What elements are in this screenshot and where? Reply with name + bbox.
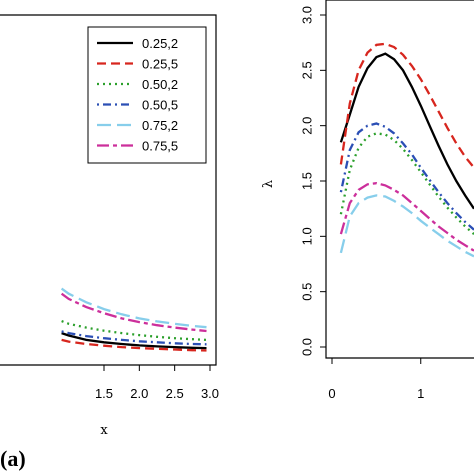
- series-line-left-0: [61, 332, 207, 350]
- series-group-right: [339, 42, 474, 258]
- series-line-right-0: [339, 52, 474, 210]
- y-axis-label-right: λ: [261, 180, 276, 188]
- series-line-right-5: [339, 182, 474, 252]
- chart-panel-right: 0.0 0.5 1.0 1.5 2.0 2.5 3.0 0 1 λ: [261, 0, 474, 401]
- legend-entry: 0.50,5: [142, 98, 178, 113]
- legend-entry: 0.50,2: [142, 77, 178, 92]
- y-tick-label-right: 2.0: [299, 117, 314, 135]
- panel-label: (a): [0, 446, 26, 471]
- series-line-right-1: [339, 42, 474, 169]
- legend-entry: 0.25,5: [142, 57, 178, 72]
- x-axis-label-left: x: [100, 423, 108, 438]
- plot-frame-right: [325, 0, 474, 359]
- legend-entry: 0.75,5: [142, 139, 178, 154]
- y-tick-label-right: 1.0: [299, 227, 314, 245]
- y-tick-label-right: 2.5: [299, 61, 314, 79]
- x-tick-label-right: 0: [328, 386, 335, 401]
- legend-entry: 0.75,2: [142, 118, 178, 133]
- series-line-left-1: [61, 338, 207, 352]
- x-tick-label-left: 1.5: [95, 386, 113, 401]
- y-tick-label-right: 0.5: [299, 283, 314, 301]
- series-line-right-2: [339, 132, 474, 235]
- series-line-left-4: [60, 287, 207, 329]
- legend-box: [87, 26, 207, 164]
- legend-entry: 0.25,2: [142, 36, 178, 51]
- series-line-right-4: [339, 194, 474, 258]
- x-tick-label-left: 2.0: [130, 386, 148, 401]
- series-line-right-3: [339, 122, 474, 231]
- y-tick-label-right: 0.0: [299, 338, 314, 356]
- y-tick-label-right: 1.5: [299, 172, 314, 190]
- series-line-left-3: [61, 330, 207, 346]
- y-tick-label-right: 3.0: [299, 6, 314, 24]
- series-line-left-5: [60, 292, 207, 333]
- chart-panel-left: 1.5 2.0 2.5 3.0 x 0.25,2 0.25,5 0.50,2 0.50,5 0.7…: [0, 14, 219, 438]
- plot-frame-left: [0, 14, 217, 366]
- x-tick-label-left: 3.0: [201, 386, 219, 401]
- legend: 0.25,2 0.25,5 0.50,2 0.50,5 0.75,2 0.75,5: [87, 26, 207, 164]
- x-tick-label-left: 2.5: [166, 386, 184, 401]
- x-tick-label-right: 1: [417, 386, 424, 401]
